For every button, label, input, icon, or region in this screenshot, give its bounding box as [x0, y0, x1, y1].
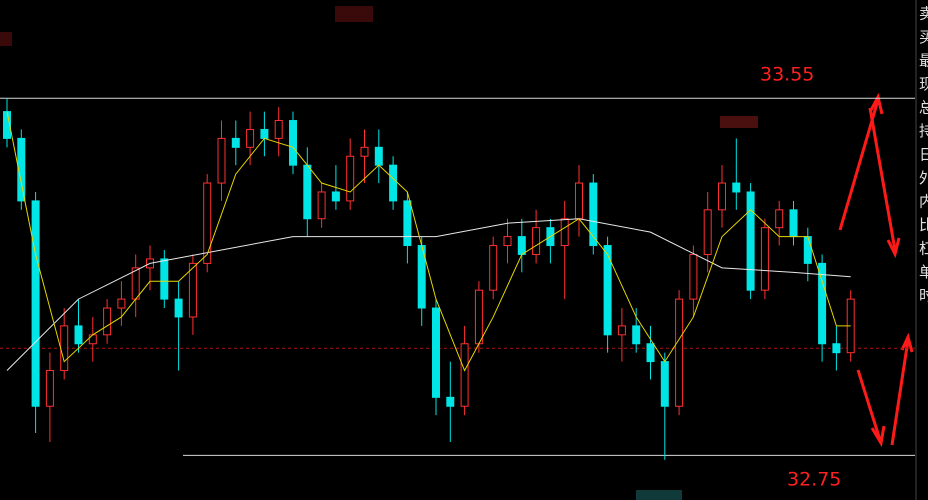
candle-body [389, 164, 398, 202]
candle-body [517, 236, 526, 255]
candle-body [360, 146, 369, 157]
moving-average-line [6, 111, 851, 372]
blurred-tag [720, 116, 758, 128]
side-label: 单 [919, 263, 928, 281]
side-label: 最 [919, 52, 928, 70]
candle-body [117, 298, 126, 309]
side-label: 日 [919, 146, 928, 164]
candle-body [589, 182, 598, 247]
candle-body [374, 146, 383, 166]
candle-body [832, 343, 841, 354]
candle-body [274, 120, 283, 139]
candle-body [646, 343, 655, 363]
candle-body [703, 209, 712, 255]
blurred-tag [636, 490, 682, 500]
candle-body [432, 307, 440, 398]
candle-body [603, 245, 612, 336]
side-label: 内 [919, 193, 928, 211]
level-label: 32.75 [787, 469, 841, 491]
annotation-arrows [838, 92, 914, 448]
level-label: 33.55 [760, 64, 814, 86]
candle-body [760, 227, 769, 291]
candle-body [317, 191, 326, 220]
side-label: 杠 [919, 240, 928, 258]
candle-body [174, 298, 183, 318]
candle-body [803, 236, 812, 264]
candle-body [74, 325, 83, 345]
candle-body [689, 253, 698, 300]
side-label: 现 [919, 75, 928, 93]
candle-body [560, 218, 569, 247]
side-label: 持 [919, 122, 928, 140]
candle-body [403, 200, 412, 247]
side-label: 卖 [919, 5, 928, 23]
side-label: 买 [919, 28, 928, 46]
candle-body [217, 137, 226, 184]
side-label: 比 [919, 216, 928, 234]
candle-body [446, 396, 455, 407]
candle-body [746, 191, 755, 291]
candle-body [246, 128, 255, 148]
candle-body [503, 236, 512, 247]
candle-body [575, 182, 583, 220]
candle-body [17, 137, 26, 202]
candle-body [718, 182, 726, 211]
candle-body [775, 209, 784, 229]
candle-body [460, 343, 469, 407]
candle-body [617, 325, 626, 336]
moving-average-line [6, 218, 851, 371]
blurred-tag [0, 32, 12, 46]
candle-body [789, 209, 798, 238]
candle-body [45, 370, 54, 407]
candle-body [60, 325, 69, 372]
side-label: 时 [919, 287, 928, 305]
candle-body [231, 137, 240, 148]
candle-body [103, 307, 112, 336]
candle-body [203, 182, 212, 264]
candle-body [160, 258, 169, 300]
candle-body [289, 120, 297, 166]
candle-body [303, 164, 312, 220]
candle-body [474, 289, 483, 345]
candle-body [660, 361, 669, 407]
candle-body [532, 227, 541, 255]
candle-body [818, 262, 827, 345]
candle-body [675, 298, 684, 407]
candle-body [632, 325, 641, 345]
candle-body [489, 245, 498, 291]
candle-body [732, 182, 741, 193]
candle-body [31, 200, 40, 407]
candle-body [188, 262, 197, 318]
candle-body [131, 267, 140, 300]
candle-body [88, 334, 97, 345]
side-label: 外 [919, 169, 928, 187]
side-label: 总 [919, 99, 928, 117]
blurred-tag [335, 6, 373, 22]
candle-body [346, 155, 355, 202]
candle-body [260, 128, 269, 139]
candle-body [331, 191, 340, 202]
